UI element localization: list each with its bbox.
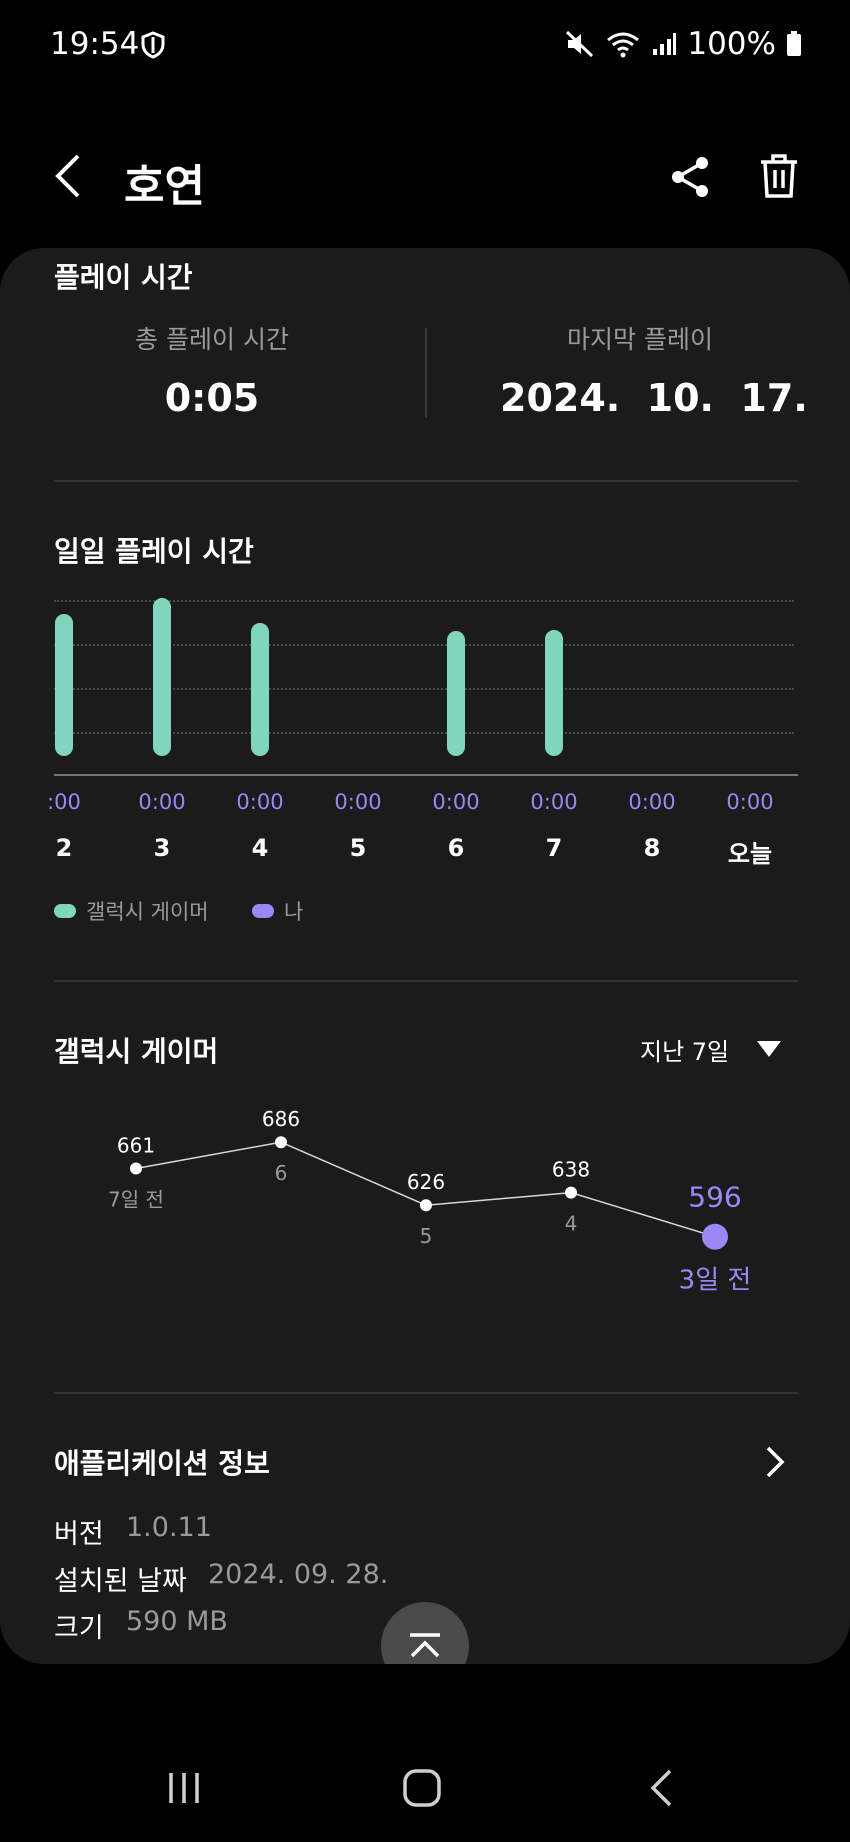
my-time-label: 0:00 [530, 790, 578, 814]
legend-swatch-gamer [54, 904, 76, 918]
trash-icon[interactable] [758, 152, 800, 200]
grid-line [54, 644, 794, 646]
size-value: 590 MB [126, 1606, 228, 1637]
shield-icon [141, 31, 165, 59]
installed-date-value: 2024. 09. 28. [208, 1559, 389, 1590]
recent-apps-icon[interactable] [166, 1770, 202, 1806]
status-bar: 19:54 100% [0, 0, 850, 90]
x-axis-line [54, 774, 798, 776]
gamer-x-label: 3일 전 [679, 1266, 752, 1296]
my-time-label: 0:00 [334, 790, 382, 814]
page-title: 호연 [124, 161, 205, 212]
status-time: 19:54 [50, 26, 140, 62]
last-play-label: 마지막 플레이 [567, 325, 713, 354]
version-value: 1.0.11 [126, 1512, 212, 1543]
grid-line [54, 688, 794, 690]
gamer-value-label: 638 [552, 1158, 590, 1182]
gamer-value-label: 686 [262, 1108, 300, 1131]
battery-icon [787, 31, 801, 56]
day-tick-label: 5 [349, 834, 367, 862]
my-time-label: 0:00 [138, 790, 186, 814]
gamer-point [130, 1162, 142, 1175]
chevron-right-icon[interactable] [764, 1444, 786, 1480]
daily-bar [55, 613, 73, 756]
status-right: 100% [565, 26, 802, 62]
gamer-x-label: 6 [275, 1161, 288, 1185]
day-tick-label: 6 [447, 834, 465, 862]
detail-card: 플레이 시간 총 플레이 시간 0:05 마지막 플레이 2024. 10. 1… [0, 248, 850, 1664]
total-play-time-label: 총 플레이 시간 [135, 325, 289, 354]
daily-play-time-title: 일일 플레이 시간 [54, 535, 254, 568]
gamer-point [565, 1186, 577, 1199]
vertical-divider [425, 328, 427, 418]
share-icon[interactable] [670, 155, 712, 199]
gamer-point [702, 1223, 728, 1250]
gamer-value-label: 596 [688, 1181, 741, 1214]
legend-label-me: 나 [284, 900, 304, 924]
version-label: 버전 [54, 1519, 104, 1550]
period-select-label[interactable]: 지난 7일 [640, 1038, 730, 1066]
daily-bar [545, 629, 563, 756]
day-tick-label: 3 [153, 834, 171, 862]
nav-back-icon[interactable] [648, 1768, 674, 1808]
daily-bar [447, 631, 465, 756]
day-tick-label: 7 [545, 834, 563, 862]
gamer-x-label: 7일 전 [108, 1187, 164, 1211]
home-icon[interactable] [402, 1768, 442, 1808]
day-tick-label: 오늘 [727, 840, 773, 868]
battery-percent: 100% [687, 26, 776, 62]
divider [54, 1392, 798, 1394]
my-time-label: :00 [47, 790, 81, 814]
installed-date-label: 설치된 날짜 [54, 1566, 187, 1597]
play-time-title: 플레이 시간 [54, 261, 193, 294]
signal-icon [653, 33, 677, 55]
gamer-x-label: 5 [420, 1224, 433, 1248]
gamer-value-label: 626 [407, 1170, 445, 1194]
grid-line [54, 732, 794, 734]
my-time-label: 0:00 [628, 790, 676, 814]
day-tick-label: 2 [55, 834, 73, 862]
day-tick-label: 8 [643, 834, 661, 862]
scroll-to-top-button[interactable] [381, 1602, 469, 1664]
my-time-label: 0:00 [726, 790, 774, 814]
legend-swatch-me [252, 904, 274, 918]
daily-bar [153, 598, 171, 756]
dropdown-triangle-icon[interactable] [756, 1040, 782, 1058]
day-tick-label: 4 [251, 834, 269, 862]
divider [54, 480, 798, 482]
gamer-x-label: 4 [565, 1212, 578, 1236]
legend-label-gamer: 갤럭시 게이머 [86, 900, 209, 924]
gamer-point [275, 1136, 287, 1149]
my-time-label: 0:00 [432, 790, 480, 814]
gamer-line-chart: 661 7일 전 686 6 626 5 638 4 596 3일 전 [108, 1108, 752, 1296]
gamer-value-label: 661 [117, 1133, 155, 1157]
gamer-point [420, 1199, 432, 1212]
galaxy-gamer-title: 갤럭시 게이머 [54, 1035, 219, 1068]
daily-bar [251, 623, 269, 756]
last-play-value: 2024. 10. 17. [500, 376, 808, 420]
my-time-label: 0:00 [236, 790, 284, 814]
app-info-title[interactable]: 애플리케이션 정보 [54, 1447, 270, 1480]
divider [54, 980, 798, 982]
back-icon[interactable] [50, 152, 84, 200]
total-play-time-value: 0:05 [164, 376, 260, 420]
arrow-up-icon [410, 1633, 440, 1658]
mute-icon [566, 30, 594, 58]
wifi-icon [607, 32, 640, 58]
size-label: 크기 [54, 1613, 104, 1644]
grid-line [54, 600, 794, 602]
